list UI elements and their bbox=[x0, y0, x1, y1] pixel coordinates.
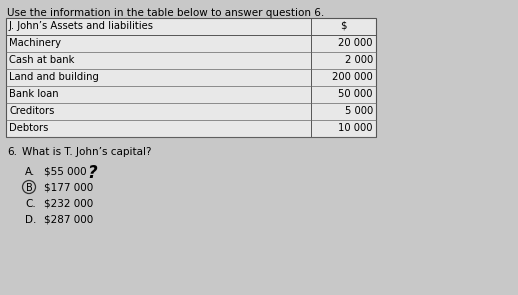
Text: 50 000: 50 000 bbox=[338, 89, 373, 99]
Text: What is T. John’s capital?: What is T. John’s capital? bbox=[22, 147, 151, 157]
Text: Land and building: Land and building bbox=[9, 72, 99, 82]
Text: Machinery: Machinery bbox=[9, 38, 61, 48]
Text: 2 000: 2 000 bbox=[345, 55, 373, 65]
Text: ?: ? bbox=[87, 164, 97, 182]
Text: Cash at bank: Cash at bank bbox=[9, 55, 75, 65]
Text: $55 000: $55 000 bbox=[44, 167, 87, 177]
Text: 6.: 6. bbox=[7, 147, 17, 157]
Text: 20 000: 20 000 bbox=[338, 38, 373, 48]
Text: B: B bbox=[25, 183, 32, 193]
Text: $287 000: $287 000 bbox=[44, 215, 93, 225]
Text: J. John’s Assets and liabilities: J. John’s Assets and liabilities bbox=[9, 21, 154, 31]
Text: 200 000: 200 000 bbox=[332, 72, 373, 82]
Text: $232 000: $232 000 bbox=[44, 199, 93, 209]
Text: D.: D. bbox=[25, 215, 36, 225]
Text: Use the information in the table below to answer question 6.: Use the information in the table below t… bbox=[7, 8, 324, 18]
Text: $: $ bbox=[340, 21, 347, 31]
Text: C.: C. bbox=[25, 199, 36, 209]
Text: Creditors: Creditors bbox=[9, 106, 54, 116]
Text: $177 000: $177 000 bbox=[44, 183, 93, 193]
Bar bbox=[6, 18, 376, 137]
Text: 10 000: 10 000 bbox=[338, 123, 373, 133]
Text: 5 000: 5 000 bbox=[345, 106, 373, 116]
Text: Debtors: Debtors bbox=[9, 123, 48, 133]
Text: Bank loan: Bank loan bbox=[9, 89, 59, 99]
Text: A.: A. bbox=[25, 167, 35, 177]
